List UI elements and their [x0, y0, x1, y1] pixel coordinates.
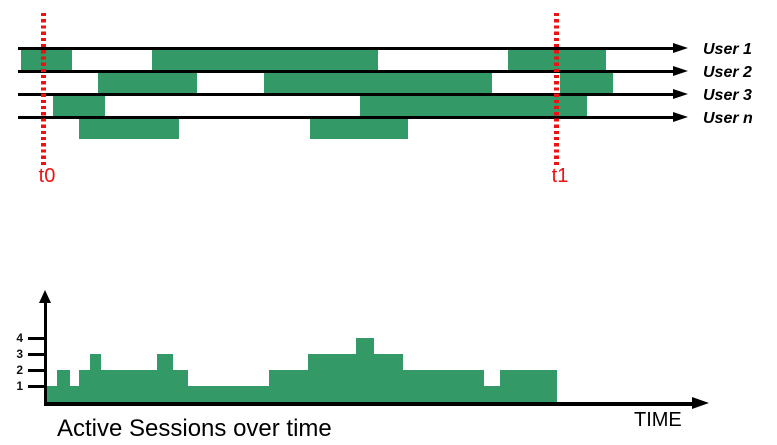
active-sessions-step	[90, 354, 101, 402]
user-timeline-line-3	[18, 93, 676, 96]
y-axis-arrow-icon	[39, 290, 51, 303]
timeline-arrow-icon-4	[673, 112, 688, 122]
user-timeline-line-1	[18, 47, 676, 50]
timeline-arrow-icon-1	[673, 43, 688, 53]
session-bar	[360, 96, 587, 116]
y-tick-label-2: 2	[16, 363, 23, 377]
active-sessions-step	[500, 370, 557, 402]
marker-label-t0: t0	[38, 165, 56, 187]
session-bar	[310, 119, 408, 139]
active-sessions-step	[70, 386, 79, 402]
active-sessions-step	[188, 386, 269, 402]
x-axis-arrow-icon	[692, 397, 709, 409]
y-tick-label-3: 3	[16, 347, 23, 361]
y-tick-3	[28, 353, 44, 356]
active-sessions-step	[308, 354, 356, 402]
session-bar	[560, 73, 613, 93]
user-label-4: User n	[703, 110, 753, 127]
x-axis-label: TIME	[634, 409, 682, 431]
chart-caption: Active Sessions over time	[57, 415, 332, 442]
marker-line-t0	[41, 13, 46, 167]
active-sessions-step	[403, 370, 484, 402]
y-tick-1	[28, 385, 44, 388]
marker-line-t1	[554, 13, 559, 167]
active-sessions-step	[374, 354, 403, 402]
user-label-1: User 1	[703, 41, 752, 58]
y-tick-label-1: 1	[16, 379, 23, 393]
user-timeline-line-4	[18, 116, 676, 119]
active-sessions-step	[101, 370, 157, 402]
user-label-3: User 3	[703, 87, 752, 104]
session-bar	[264, 73, 492, 93]
active-sessions-step	[269, 370, 308, 402]
user-label-2: User 2	[703, 64, 752, 81]
timeline-arrow-icon-3	[673, 89, 688, 99]
active-sessions-step	[173, 370, 188, 402]
y-tick-4	[28, 337, 44, 340]
marker-label-t1: t1	[551, 165, 569, 187]
active-sessions-step	[79, 370, 90, 402]
y-tick-2	[28, 369, 44, 372]
session-bar	[21, 50, 72, 70]
active-sessions-step	[356, 338, 374, 402]
session-bar	[152, 50, 378, 70]
y-axis-line	[44, 301, 47, 405]
y-tick-label-4: 4	[16, 331, 23, 345]
session-bar	[98, 73, 197, 93]
active-sessions-step	[484, 386, 500, 402]
active-sessions-step	[47, 386, 57, 402]
session-bar	[53, 96, 105, 116]
active-sessions-step	[57, 370, 70, 402]
session-bar	[79, 119, 179, 139]
timeline-arrow-icon-2	[673, 66, 688, 76]
active-sessions-step	[157, 354, 173, 402]
x-axis-line	[44, 402, 694, 406]
user-timeline-line-2	[18, 70, 676, 73]
